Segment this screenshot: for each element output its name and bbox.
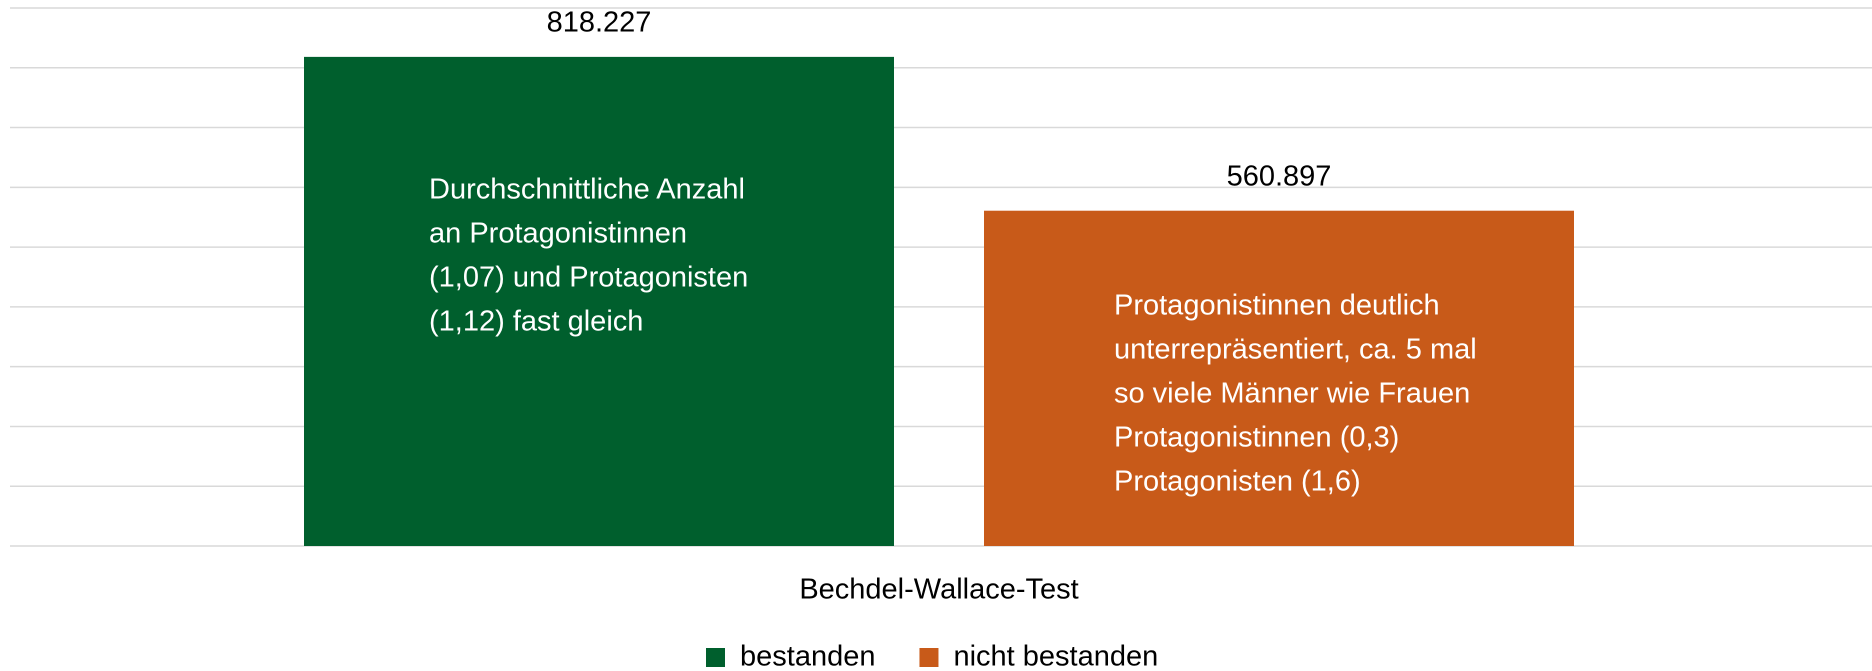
legend-swatch bbox=[919, 648, 939, 667]
value-label: 560.897 bbox=[1227, 160, 1332, 192]
value-label: 818.227 bbox=[547, 7, 652, 39]
bar-annotation: Protagonisten (1,6) bbox=[1114, 465, 1361, 497]
bar-annotation: Durchschnittliche Anzahl bbox=[429, 174, 745, 206]
legend-swatch bbox=[706, 648, 725, 667]
bar-annotation: Protagonistinnen deutlich bbox=[1114, 289, 1440, 321]
bar-annotation: Protagonistinnen (0,3) bbox=[1114, 421, 1399, 453]
x-tick-label: Bechdel-Wallace-Test bbox=[799, 574, 1078, 606]
bar-annotation: (1,12) fast gleich bbox=[429, 306, 643, 338]
bar bbox=[984, 210, 1574, 546]
bar-annotation: (1,07) und Protagonisten bbox=[429, 262, 748, 294]
bar bbox=[304, 56, 894, 547]
bar-annotation: so viele Männer wie Frauen bbox=[1114, 377, 1470, 409]
bar-annotation: unterrepräsentiert, ca. 5 mal bbox=[1114, 333, 1477, 365]
bar-annotation: an Protagonistinnen bbox=[429, 218, 687, 250]
legend-label: bestanden bbox=[740, 641, 875, 671]
legend-label: nicht bestanden bbox=[953, 641, 1158, 671]
